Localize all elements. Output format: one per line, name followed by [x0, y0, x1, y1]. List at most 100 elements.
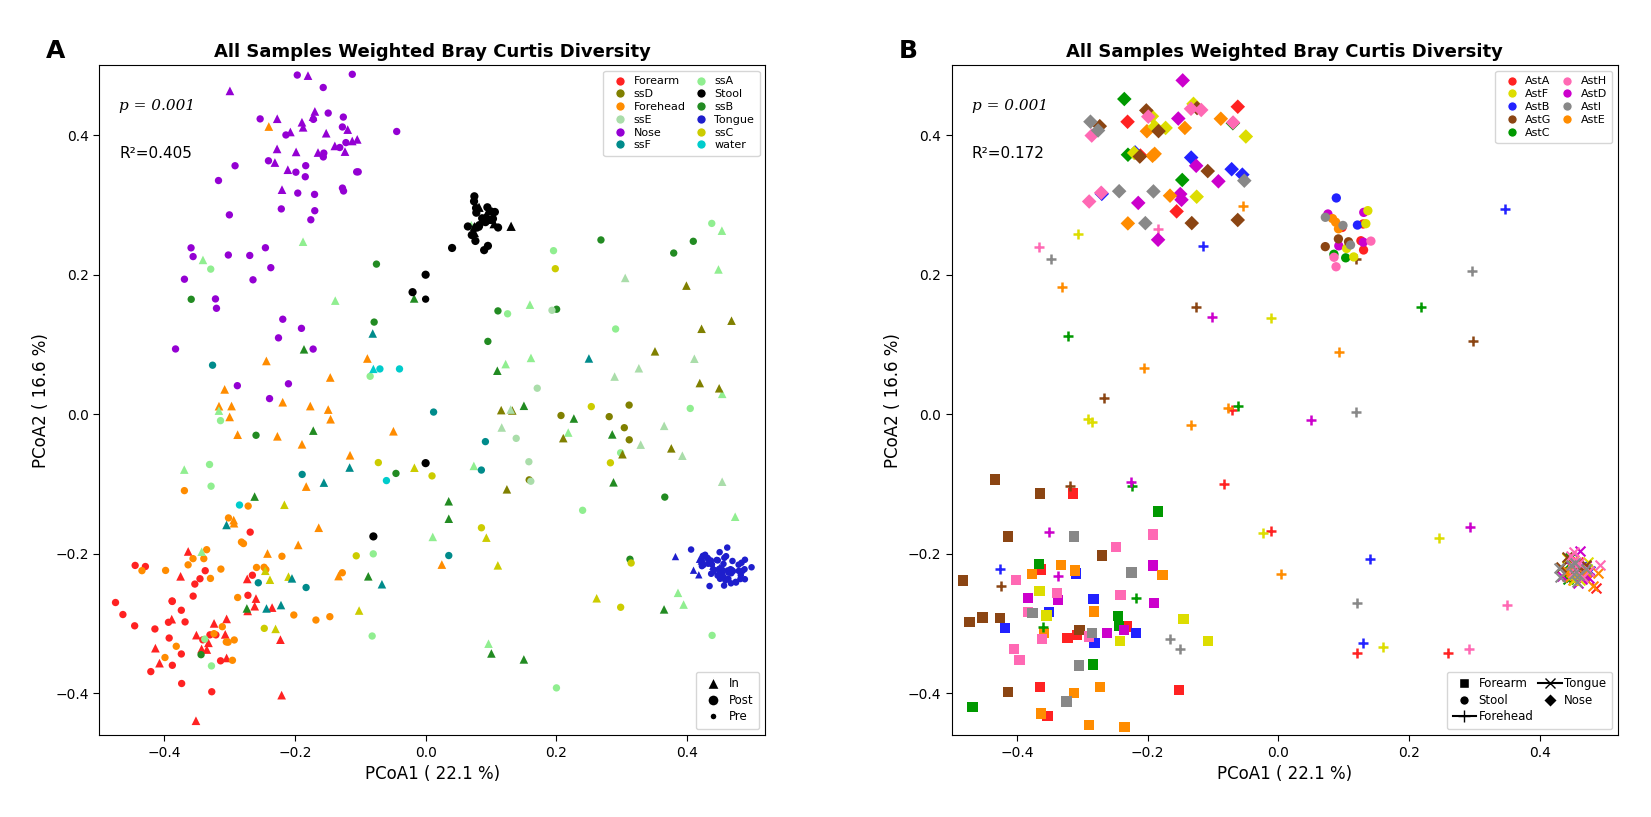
- Point: [289, 468, 315, 481]
- Point: [1322, 191, 1349, 204]
- Point: [317, 371, 343, 384]
- Text: R²=0.172: R²=0.172: [972, 145, 1045, 161]
- Point: [162, 342, 188, 355]
- Point: [1037, 605, 1063, 618]
- Point: [1189, 104, 1215, 117]
- Point: [479, 647, 505, 660]
- Point: [608, 600, 634, 614]
- Point: [180, 552, 206, 565]
- Point: [712, 579, 738, 592]
- Point: [708, 565, 735, 578]
- Point: [272, 128, 299, 141]
- Point: [1322, 260, 1349, 273]
- Point: [1573, 563, 1600, 576]
- Point: [542, 262, 568, 275]
- Point: [690, 559, 717, 572]
- Point: [225, 428, 251, 441]
- Point: [1559, 557, 1585, 570]
- Point: [1123, 627, 1149, 640]
- Point: [345, 165, 371, 178]
- Point: [690, 549, 717, 562]
- Point: [994, 530, 1020, 543]
- Point: [343, 133, 370, 146]
- Point: [986, 611, 1012, 624]
- Point: [188, 648, 215, 661]
- Point: [192, 632, 218, 645]
- Point: [226, 498, 253, 511]
- Point: [281, 609, 307, 622]
- Point: [1123, 146, 1149, 159]
- Point: [429, 558, 456, 571]
- Point: [1225, 213, 1251, 226]
- Point: [436, 512, 462, 525]
- Point: [1207, 112, 1233, 125]
- Point: [269, 689, 296, 702]
- Point: [259, 601, 286, 614]
- Point: [1563, 575, 1590, 588]
- Point: [1025, 241, 1052, 254]
- Point: [1090, 391, 1116, 404]
- Point: [253, 355, 279, 368]
- Point: [705, 554, 731, 567]
- Point: [269, 550, 296, 563]
- Point: [1573, 560, 1600, 573]
- Point: [1319, 212, 1346, 225]
- Point: [1114, 217, 1141, 230]
- Point: [400, 286, 426, 299]
- Point: [713, 541, 740, 554]
- Point: [360, 327, 386, 340]
- Point: [334, 136, 360, 150]
- Point: [708, 475, 735, 489]
- Point: [461, 226, 487, 239]
- Point: [362, 315, 388, 328]
- Point: [357, 370, 383, 383]
- Point: [1232, 174, 1258, 187]
- Point: [1093, 627, 1119, 640]
- Point: [598, 456, 624, 469]
- Point: [1554, 569, 1580, 583]
- Point: [712, 574, 738, 587]
- Point: [1575, 556, 1601, 569]
- Point: [292, 170, 319, 183]
- Point: [466, 219, 492, 232]
- Point: [168, 677, 195, 690]
- Point: [277, 126, 304, 139]
- Point: [421, 405, 447, 418]
- Point: [258, 261, 284, 275]
- Point: [208, 563, 234, 576]
- Point: [251, 560, 277, 574]
- Point: [698, 629, 725, 642]
- Point: [1565, 556, 1592, 569]
- Point: [1119, 480, 1146, 493]
- Point: [269, 313, 296, 326]
- Point: [1572, 570, 1598, 583]
- Point: [1136, 110, 1162, 123]
- Point: [289, 116, 315, 129]
- Point: [1184, 159, 1210, 172]
- Point: [1177, 151, 1204, 164]
- Point: [1336, 235, 1362, 248]
- Point: [183, 628, 210, 641]
- Point: [271, 498, 297, 511]
- Point: [1332, 252, 1359, 265]
- Point: [152, 564, 178, 577]
- Point: [1587, 558, 1613, 571]
- Point: [608, 446, 634, 459]
- Point: [987, 562, 1014, 575]
- Point: [1233, 130, 1260, 143]
- Point: [1329, 221, 1355, 234]
- Point: [601, 370, 627, 383]
- Point: [1560, 545, 1587, 558]
- Point: [1585, 567, 1611, 580]
- Point: [1166, 112, 1192, 125]
- Point: [718, 577, 745, 590]
- Point: [147, 657, 173, 670]
- Point: [360, 363, 386, 376]
- Point: [718, 567, 745, 580]
- Point: [688, 552, 715, 565]
- Point: [1146, 505, 1172, 518]
- Point: [1027, 487, 1053, 500]
- Point: [1118, 475, 1144, 489]
- Point: [332, 145, 358, 158]
- Point: [1065, 628, 1091, 641]
